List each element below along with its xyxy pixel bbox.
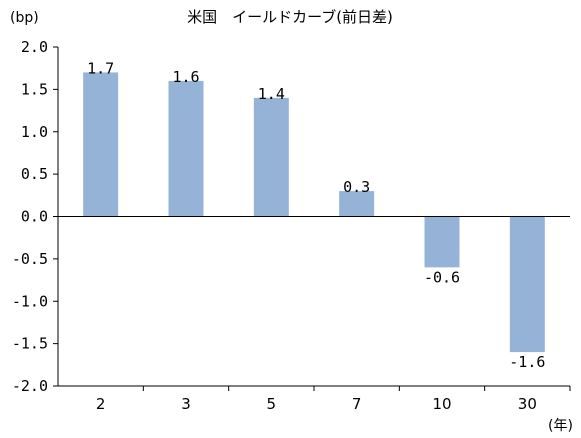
data-label-10: -0.6 bbox=[424, 268, 460, 286]
y-tick-label: 0.5 bbox=[21, 165, 48, 183]
y-tick-label: -1.0 bbox=[12, 292, 48, 310]
bar-3 bbox=[168, 80, 204, 217]
bar-5 bbox=[253, 97, 289, 217]
data-label-5: 1.4 bbox=[258, 85, 285, 103]
x-category-label: 30 bbox=[518, 395, 537, 413]
x-category-label: 7 bbox=[352, 395, 362, 413]
y-tick-label: 0.0 bbox=[21, 208, 48, 226]
data-labels: 1.7 1.6 1.4 0.3 -0.6 -1.6 bbox=[87, 59, 545, 371]
y-tick-label: -1.5 bbox=[12, 335, 48, 353]
x-category-label: 10 bbox=[432, 395, 451, 413]
data-label-7: 0.3 bbox=[343, 178, 370, 196]
y-tick-label: -2.0 bbox=[12, 377, 48, 395]
chart-title: 米国 イールドカーブ(前日差) bbox=[187, 8, 393, 26]
bar-7 bbox=[339, 191, 375, 217]
y-axis-ticks: 2.0 1.5 1.0 0.5 0.0 -0.5 -1.0 -1.5 -2.0 bbox=[12, 38, 58, 395]
x-category-label: 2 bbox=[96, 395, 106, 413]
bars bbox=[83, 72, 545, 353]
y-tick-label: -0.5 bbox=[12, 250, 48, 268]
axes bbox=[57, 47, 570, 387]
y-tick-label: 1.5 bbox=[21, 80, 48, 98]
bar-10 bbox=[424, 216, 460, 268]
x-axis-unit-label: (年) bbox=[548, 418, 573, 434]
data-label-30: -1.6 bbox=[509, 353, 545, 371]
data-label-3: 1.6 bbox=[172, 68, 199, 86]
x-category-label: 3 bbox=[181, 395, 191, 413]
bar-30 bbox=[509, 216, 545, 353]
x-axis-categories: 2 3 5 7 10 30 bbox=[96, 386, 571, 413]
x-category-label: 5 bbox=[267, 395, 277, 413]
y-axis-unit-label: (bp) bbox=[10, 10, 39, 26]
bar-2 bbox=[83, 72, 119, 217]
data-label-2: 1.7 bbox=[87, 59, 114, 77]
y-tick-label: 1.0 bbox=[21, 123, 48, 141]
y-tick-label: 2.0 bbox=[21, 38, 48, 56]
